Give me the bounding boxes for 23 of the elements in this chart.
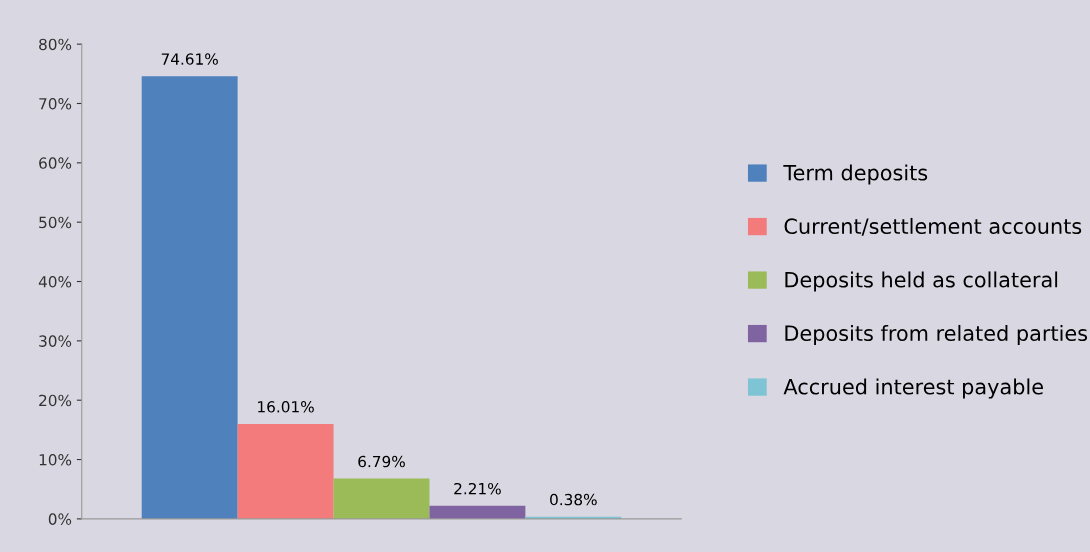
y-tick-label: 80% xyxy=(39,38,72,51)
bar xyxy=(237,423,334,519)
y-tick-label: 0% xyxy=(48,513,72,525)
y-tick-label: 50% xyxy=(39,216,72,229)
y-tick-label: 20% xyxy=(39,394,72,407)
data-label: 2.21% xyxy=(454,482,501,495)
data-label: 16.01% xyxy=(258,401,314,413)
y-tick-label: 40% xyxy=(38,275,72,288)
bar xyxy=(141,76,238,519)
legend-label: Accrued interest payable xyxy=(783,378,1043,399)
y-tick-label: 70% xyxy=(39,97,72,110)
bar xyxy=(333,478,430,519)
y-tick-label: 60% xyxy=(39,157,72,169)
legend-label: Deposits held as collateral xyxy=(785,271,1058,292)
y-tick-label: 10% xyxy=(39,454,72,466)
data-label: 0.38% xyxy=(550,493,597,506)
legend-label: Current/settlement accounts xyxy=(784,217,1082,236)
bar xyxy=(429,505,526,519)
data-label: 74.61% xyxy=(161,53,218,65)
legend-label: Term deposits xyxy=(783,164,928,185)
data-label: 6.79% xyxy=(358,455,405,468)
y-tick-label: 30% xyxy=(39,335,72,347)
legend-label: Deposits from related parties xyxy=(785,324,1088,346)
